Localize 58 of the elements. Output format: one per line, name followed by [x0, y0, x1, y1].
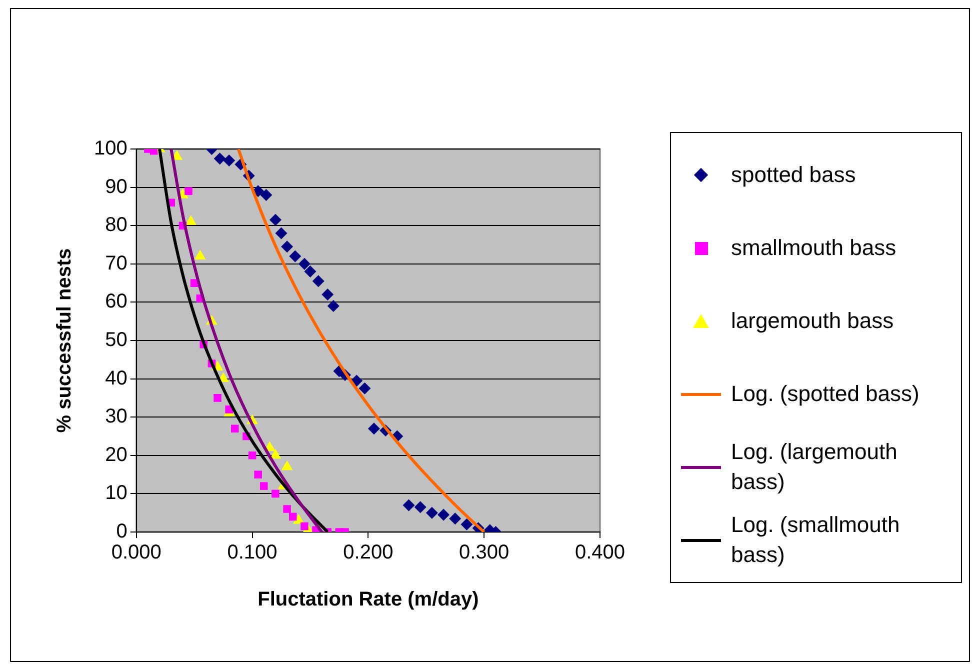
y-tick-label: 90: [105, 176, 128, 198]
point: [304, 266, 316, 278]
x-tick-label: 0.200: [343, 542, 394, 564]
y-tick-label: 70: [105, 252, 128, 274]
y-tick-label: 10: [105, 482, 128, 504]
y-tick-label: 80: [105, 214, 128, 236]
legend-label: Log. (spotted bass): [731, 380, 920, 408]
point: [272, 490, 280, 498]
point: [214, 152, 226, 165]
x-tick-label: 0.300: [459, 542, 510, 564]
point: [185, 215, 196, 226]
y-tick-label: 40: [105, 367, 128, 390]
point: [288, 512, 297, 521]
legend-label: spotted bass: [731, 161, 857, 189]
point: [248, 452, 256, 460]
point: [150, 149, 158, 155]
point: [460, 518, 473, 530]
point: [402, 499, 415, 512]
point: [281, 240, 294, 253]
x-tick-label: 0.100: [227, 542, 278, 564]
legend-label: smallmouth bass: [731, 234, 898, 262]
x-axis-title: Fluctation Rate (m/day): [258, 588, 479, 611]
point: [322, 288, 334, 301]
point: [414, 501, 426, 514]
x-tick-label: 0.000: [111, 542, 162, 564]
y-tick-label: 60: [105, 290, 128, 313]
point: [283, 505, 291, 513]
point: [223, 154, 236, 166]
point: [449, 512, 462, 525]
point: [270, 448, 282, 459]
point: [281, 460, 293, 470]
point: [260, 188, 272, 201]
y-axis-title: % successful nests: [54, 248, 76, 433]
point: [298, 258, 310, 270]
x-tick-label: 0.400: [574, 542, 626, 564]
y-tick-label: 30: [105, 406, 128, 428]
y-tick-label: 20: [105, 444, 128, 466]
legend-label: largemouth bass: [731, 307, 895, 335]
point: [312, 275, 324, 288]
point: [231, 424, 239, 432]
point: [214, 394, 222, 402]
y-tick-label: 0: [116, 520, 128, 543]
legend-label: Log. (largemouth bass): [731, 438, 898, 496]
point: [438, 508, 450, 521]
point: [254, 470, 262, 478]
legend-label: Log. (smallmouth bass): [731, 511, 901, 569]
point: [260, 482, 268, 490]
point: [289, 250, 302, 262]
point: [269, 214, 282, 226]
y-tick-label: 100: [94, 138, 128, 160]
y-tick-label: 50: [105, 329, 128, 352]
point: [368, 422, 380, 435]
point: [184, 187, 192, 196]
point: [358, 382, 371, 394]
point: [275, 227, 288, 240]
point: [327, 300, 340, 312]
point: [426, 506, 438, 519]
point: [300, 522, 308, 530]
